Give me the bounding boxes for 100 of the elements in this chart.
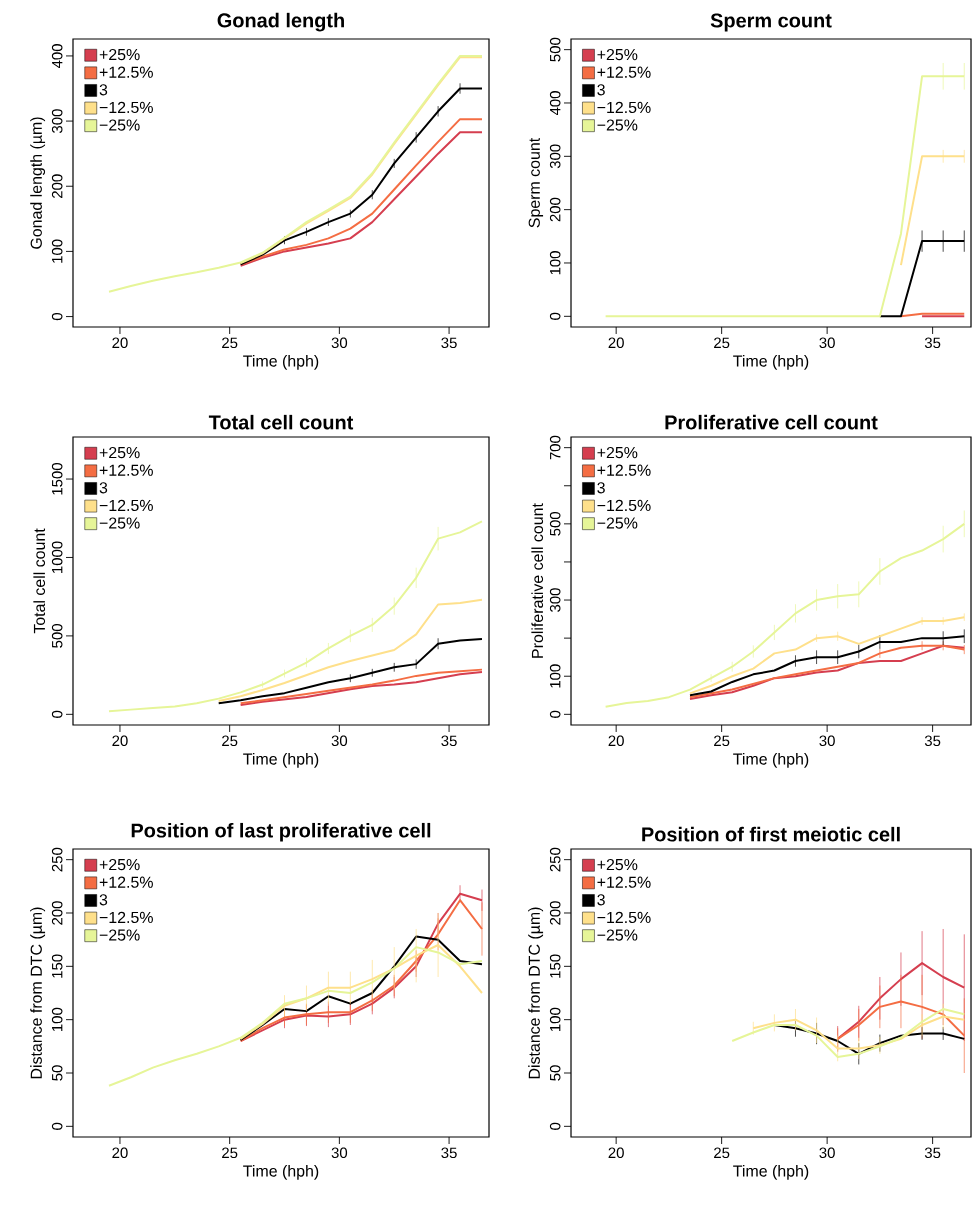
y-tick-label: 0 bbox=[51, 313, 63, 321]
y-tick-label: 100 bbox=[549, 664, 561, 688]
x-tick-label: 25 bbox=[222, 735, 238, 747]
legend-label: 3 bbox=[99, 84, 108, 96]
legend-label: −12.5% bbox=[99, 101, 153, 114]
y-tick-label: 100 bbox=[51, 239, 63, 263]
y-tick-label: 500 bbox=[51, 624, 63, 648]
y-tick-label: 0 bbox=[549, 710, 561, 718]
y-tick-label: 150 bbox=[549, 954, 561, 978]
legend-label: +12.5% bbox=[99, 66, 153, 78]
legend-label: −25% bbox=[99, 119, 140, 131]
x-tick-label: 30 bbox=[331, 1147, 348, 1159]
x-tick-label: 30 bbox=[819, 1147, 835, 1159]
legend-label: +25% bbox=[99, 858, 140, 871]
x-tick-label: 30 bbox=[819, 337, 835, 349]
y-tick-label: 500 bbox=[549, 37, 561, 62]
legend-label: +25% bbox=[99, 446, 140, 459]
legend-label: −12.5% bbox=[99, 499, 153, 512]
x-tick-label: 35 bbox=[924, 1147, 941, 1159]
legend-label: +25% bbox=[597, 446, 638, 459]
legend-label: −25% bbox=[99, 517, 140, 529]
y-axis-title: Distance from DTC (µm) bbox=[30, 907, 46, 1079]
chart-title: Gonad length bbox=[217, 12, 344, 32]
x-axis-title: Time (hph) bbox=[733, 354, 809, 370]
legend-label: +25% bbox=[597, 48, 638, 61]
legend-label: −12.5% bbox=[597, 911, 651, 924]
legend-label: +12.5% bbox=[99, 876, 153, 888]
y-tick-label: 200 bbox=[549, 901, 561, 925]
y-tick-label: 0 bbox=[549, 312, 561, 320]
legend-label: −12.5% bbox=[597, 499, 651, 512]
y-tick-label: 700 bbox=[549, 435, 561, 460]
y-tick-label: 300 bbox=[51, 109, 63, 133]
x-tick-label: 25 bbox=[714, 337, 730, 349]
x-axis-title: Time (hph) bbox=[733, 1164, 809, 1180]
y-tick-label: 100 bbox=[549, 251, 561, 275]
x-tick-label: 30 bbox=[819, 735, 835, 747]
x-axis-title: Time (hph) bbox=[733, 752, 809, 768]
x-tick-label: 20 bbox=[112, 735, 128, 747]
x-tick-label: 20 bbox=[608, 735, 624, 747]
x-tick-label: 25 bbox=[222, 337, 238, 349]
y-tick-label: 0 bbox=[51, 1122, 63, 1130]
y-tick-label: 250 bbox=[51, 847, 63, 872]
x-tick-label: 25 bbox=[714, 1147, 730, 1159]
chart-title: Sperm count bbox=[710, 13, 832, 32]
y-tick-label: 200 bbox=[51, 901, 63, 925]
x-tick-label: 25 bbox=[222, 1147, 238, 1159]
y-tick-label: 400 bbox=[51, 44, 63, 69]
y-tick-label: 500 bbox=[549, 511, 561, 536]
y-tick-label: 50 bbox=[51, 1065, 63, 1081]
y-tick-label: 100 bbox=[51, 1007, 63, 1031]
x-axis-title: Time (hph) bbox=[243, 1164, 319, 1180]
y-tick-label: 200 bbox=[549, 197, 561, 222]
y-tick-label: 300 bbox=[549, 144, 561, 169]
legend-label: 3 bbox=[597, 482, 605, 494]
legend-label: −12.5% bbox=[597, 101, 651, 114]
legend-label: 3 bbox=[597, 894, 605, 906]
x-tick-label: 20 bbox=[112, 1147, 128, 1159]
y-axis-title: Gonad length (µm) bbox=[30, 117, 46, 249]
y-axis-title: Proliferative cell count bbox=[531, 503, 544, 658]
legend-label: +12.5% bbox=[597, 464, 651, 476]
chart-title: Proliferative cell count bbox=[665, 414, 878, 430]
y-tick-label: 300 bbox=[549, 588, 561, 612]
x-tick-label: 20 bbox=[112, 337, 128, 349]
y-tick-label: 200 bbox=[51, 174, 63, 198]
x-tick-label: 30 bbox=[331, 735, 348, 747]
y-tick-label: 50 bbox=[549, 1065, 561, 1081]
legend-label: 3 bbox=[99, 894, 108, 906]
y-tick-label: 400 bbox=[549, 91, 561, 116]
x-axis-title: Time (hph) bbox=[243, 752, 319, 768]
y-tick-label: 100 bbox=[549, 1007, 561, 1031]
legend-label: 3 bbox=[597, 84, 605, 96]
x-axis-title: Time (hph) bbox=[243, 354, 319, 370]
legend-label: +25% bbox=[597, 858, 638, 871]
legend-label: +12.5% bbox=[99, 464, 153, 476]
x-tick-label: 35 bbox=[441, 1147, 457, 1159]
chart-title: Position of first meiotic cell bbox=[642, 826, 900, 842]
y-tick-label: 1500 bbox=[51, 463, 63, 495]
x-tick-label: 35 bbox=[924, 735, 941, 747]
x-tick-label: 25 bbox=[714, 735, 730, 747]
x-tick-label: 35 bbox=[441, 735, 457, 747]
legend-label: +25% bbox=[99, 48, 140, 61]
y-tick-label: 150 bbox=[51, 954, 63, 978]
y-axis-title: Total cell count bbox=[33, 528, 46, 634]
y-tick-label: 250 bbox=[549, 847, 561, 872]
y-tick-label: 0 bbox=[51, 710, 63, 718]
x-tick-label: 20 bbox=[608, 1147, 624, 1159]
legend-label: −25% bbox=[99, 929, 140, 941]
legend-label: −12.5% bbox=[99, 911, 153, 924]
legend-label: −25% bbox=[597, 929, 638, 941]
x-tick-label: 30 bbox=[331, 337, 348, 349]
legend-label: 3 bbox=[99, 482, 108, 494]
x-tick-label: 35 bbox=[441, 337, 457, 349]
legend-label: +12.5% bbox=[597, 876, 651, 888]
y-tick-label: 0 bbox=[549, 1122, 561, 1130]
x-tick-label: 35 bbox=[924, 337, 941, 349]
y-axis-title: Sperm count bbox=[528, 137, 544, 228]
chart-title: Position of last proliferative cell bbox=[131, 822, 431, 842]
legend-label: +12.5% bbox=[597, 66, 651, 78]
y-tick-label: 1000 bbox=[51, 541, 63, 573]
y-axis-title: Distance from DTC (µm) bbox=[528, 907, 544, 1079]
